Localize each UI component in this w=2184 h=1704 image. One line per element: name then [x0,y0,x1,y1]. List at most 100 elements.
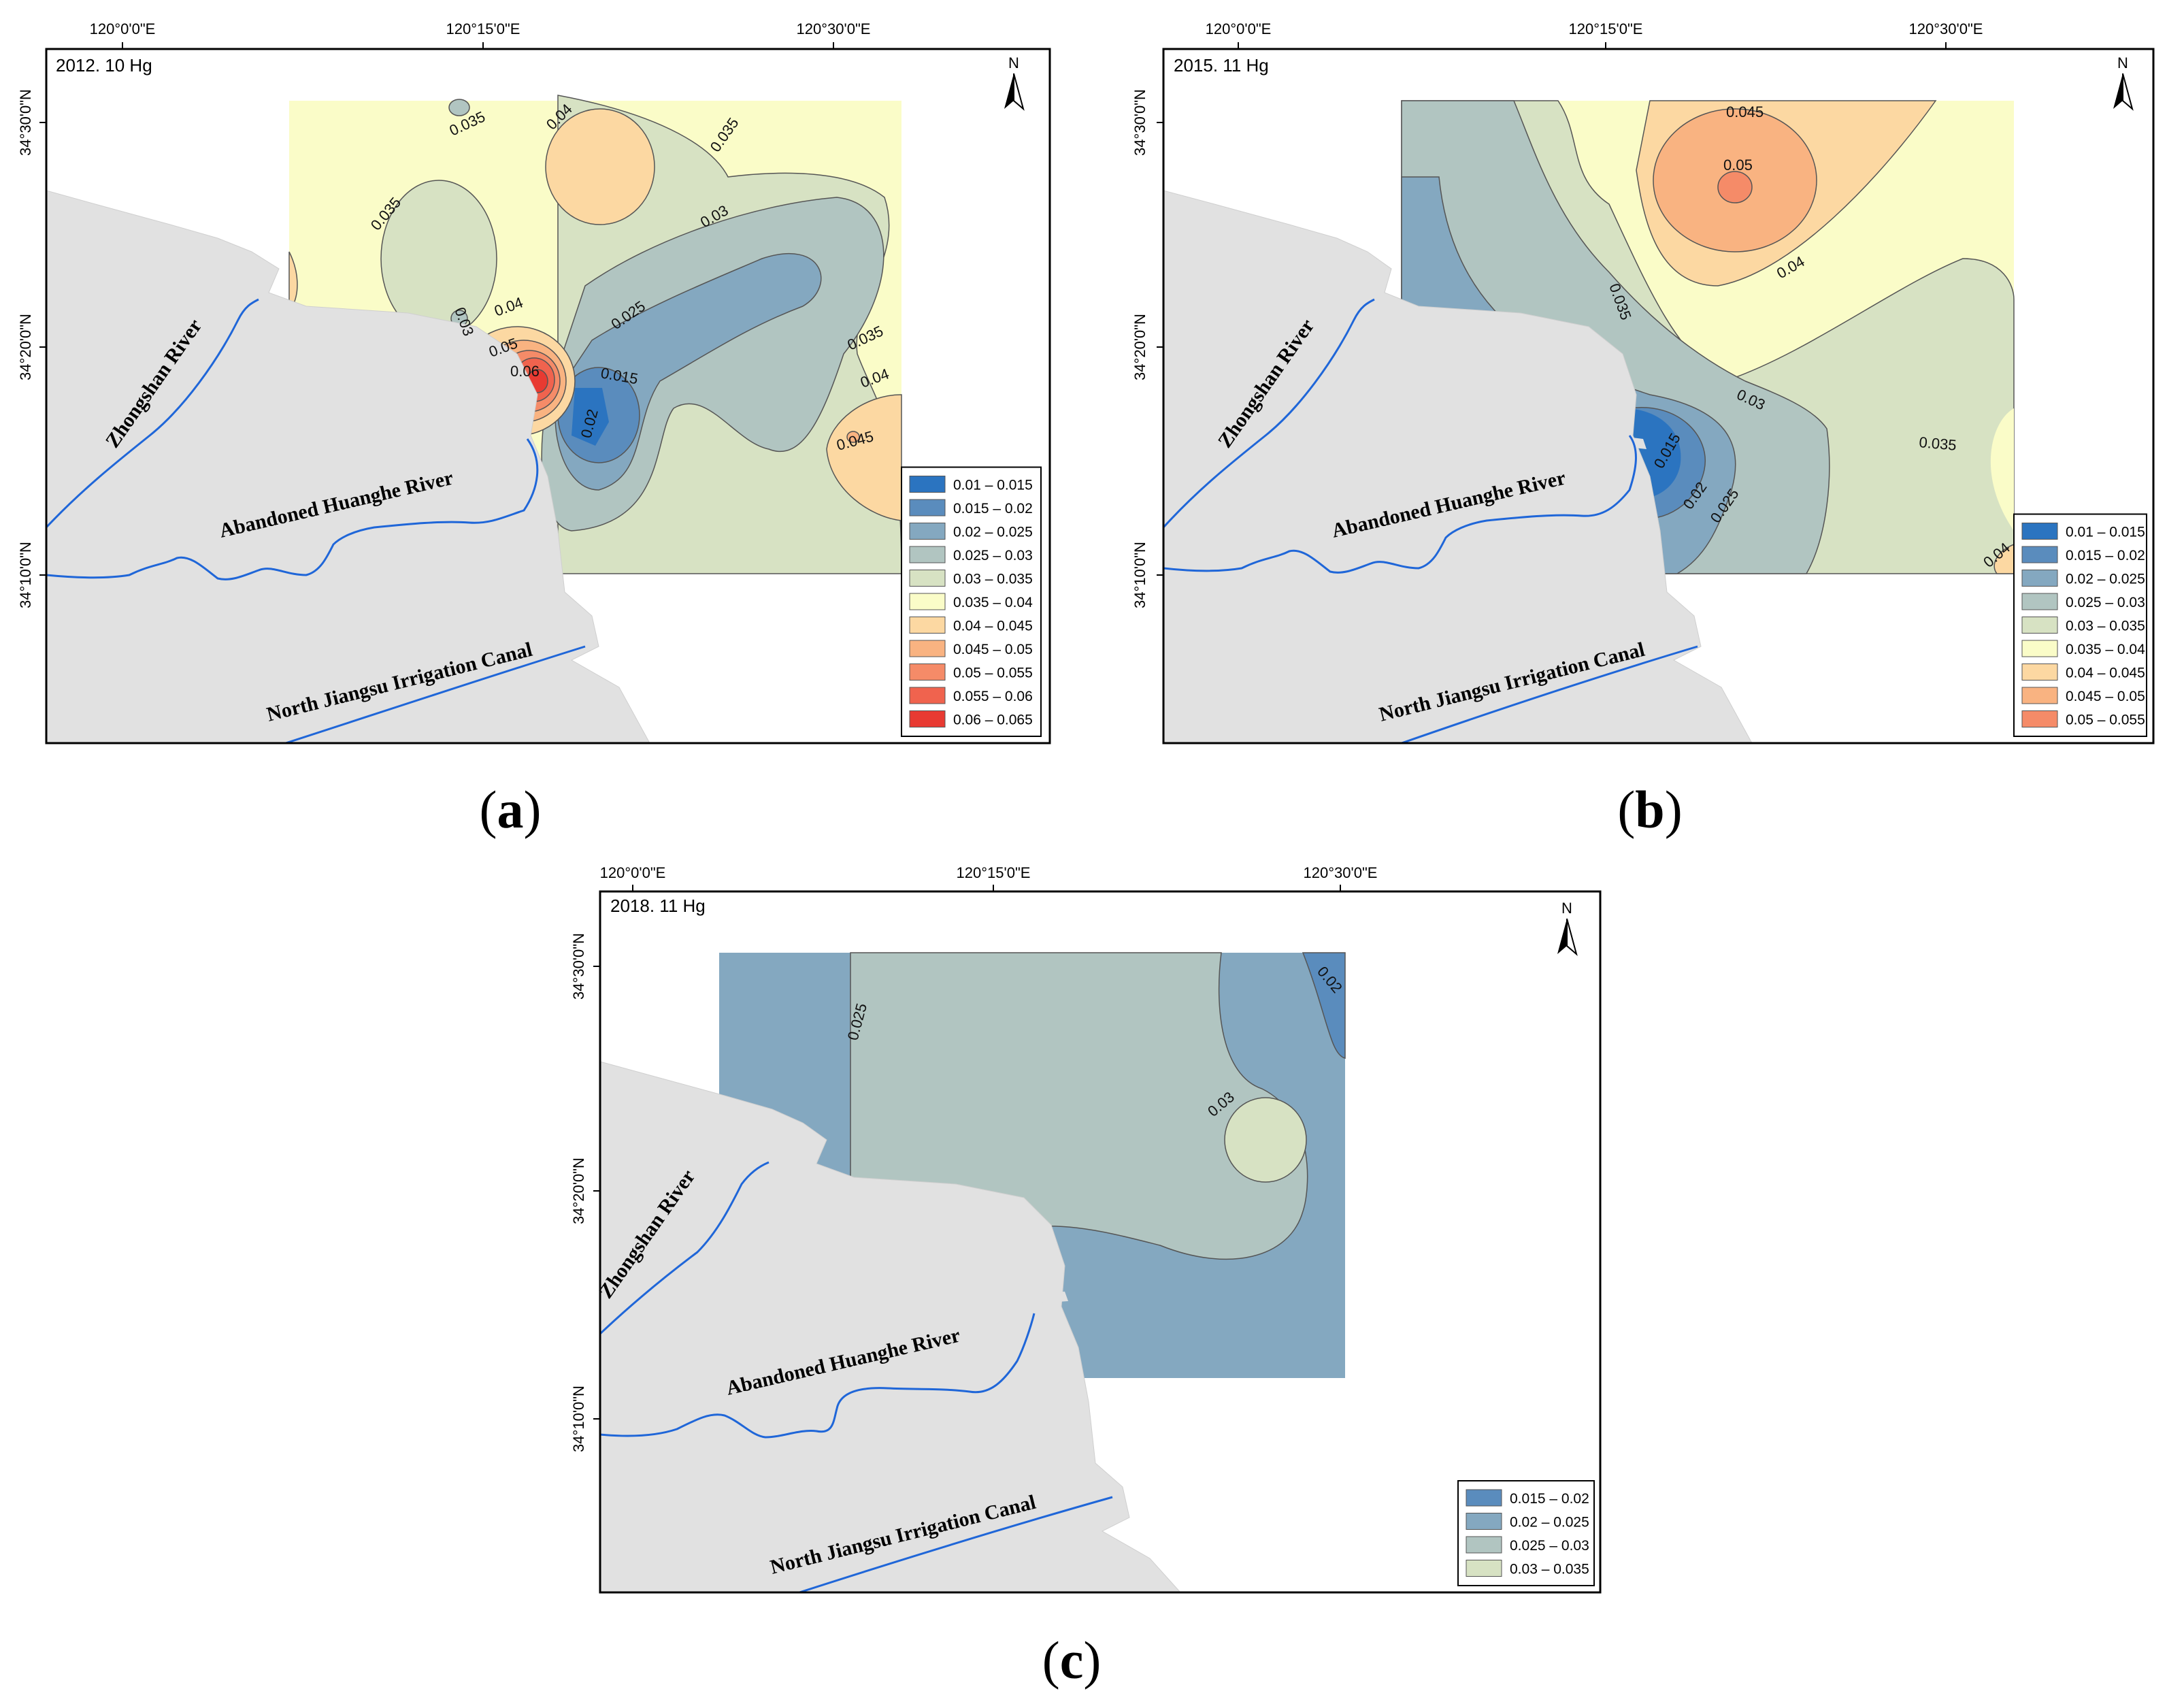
legend-swatch [909,593,946,610]
lat-label-1: 34°30'0"N [17,89,34,156]
legend-label: 0.01 – 0.015 [2066,525,2145,540]
land-b [1163,190,1753,743]
legend-label: 0.045 – 0.05 [953,642,1033,657]
lat-label-3: 34°10'0"N [570,1386,587,1452]
map-b: 120°0'0"E 120°15'0"E 120°30'0"E 34°30'0"… [1131,20,2155,744]
caption-c: (c) [1042,1631,1102,1690]
legend-label: 0.035 – 0.04 [953,595,1033,610]
legend-swatch [909,710,946,727]
legend-swatch [909,663,946,681]
legend-swatch [1466,1560,1502,1577]
legend-label: 0.025 – 0.03 [2066,595,2145,610]
caption-a: (a) [479,780,542,839]
svg-text:0.035: 0.035 [1919,433,1957,454]
legend-label: 0.03 – 0.035 [953,572,1033,587]
north-arrow-icon-a: N [1004,54,1025,111]
caption-b: (b) [1617,780,1683,839]
panel-b: 120°0'0"E 120°15'0"E 120°30'0"E 34°30'0"… [1092,0,2184,839]
legend-swatch [1466,1489,1502,1507]
map-title-c: 2018. 11 Hg [610,896,706,916]
lat-label-1: 34°30'0"N [1131,89,1148,156]
legend-label: 0.04 – 0.045 [2066,666,2145,681]
legend-label: 0.055 – 0.06 [953,689,1033,704]
legend-label: 0.03 – 0.035 [1510,1562,1589,1577]
legend-swatch [2021,663,2058,681]
legend-swatch [2021,593,2058,610]
lon-label-2: 120°15'0"E [957,864,1031,881]
lat-label-2: 34°20'0"N [570,1158,587,1224]
legend-swatch [2021,640,2058,657]
svg-text:0.06: 0.06 [510,363,540,380]
land-c [600,1061,1181,1592]
legend-label: 0.045 – 0.05 [2066,689,2145,704]
legend-label: 0.02 – 0.025 [2066,572,2145,587]
lat-label-2: 34°20'0"N [17,314,34,380]
legend-label: 0.025 – 0.03 [953,548,1033,563]
lon-label-1: 120°0'0"E [1206,20,1272,37]
map-title-b: 2015. 11 Hg [1174,55,1269,76]
lon-label-3: 120°30'0"E [1304,864,1378,881]
svg-text:N: N [1561,900,1572,917]
legend-label: 0.02 – 0.025 [1510,1515,1589,1530]
svg-text:0.05: 0.05 [1723,157,1753,174]
north-arrow-icon-b: N [2113,54,2134,111]
legend-swatch [2021,570,2058,587]
map-frame-b [1162,48,2155,744]
rivers-a [46,298,586,743]
rivers-b [1163,298,1698,743]
legend-label: 0.04 – 0.045 [953,619,1033,634]
legend-label: 0.05 – 0.055 [2066,712,2145,728]
legend-swatch [2021,617,2058,634]
map-title-a: 2012. 10 Hg [56,55,152,76]
legend-swatch [2021,546,2058,563]
legend-label: 0.015 – 0.02 [2066,548,2145,563]
legend-label: 0.01 – 0.015 [953,478,1033,493]
legend-label: 0.06 – 0.065 [953,712,1033,728]
lon-label-3: 120°30'0"E [1909,20,1983,37]
legend-label: 0.03 – 0.035 [2066,619,2145,634]
panel-a: 120°0'0"E 120°15'0"E 120°30'0"E 34°30'0"… [0,0,1092,839]
legend-swatch [909,499,946,517]
legend-label: 0.05 – 0.055 [953,666,1033,681]
svg-text:0.045: 0.045 [1726,103,1764,120]
legend-a: 0.01 – 0.015 0.015 – 0.02 0.02 – 0.025 0.02… [901,466,1042,737]
land-a [46,190,650,743]
legend-swatch [909,617,946,634]
legend-swatch [909,640,946,657]
legend-swatch [1466,1536,1502,1554]
legend-swatch [909,476,946,493]
lat-label-3: 34°10'0"N [17,542,34,608]
legend-label: 0.035 – 0.04 [2066,642,2145,657]
legend-swatch [1466,1513,1502,1530]
legend-swatch [2021,710,2058,727]
lon-label-1: 120°0'0"E [90,20,156,37]
lon-label-1: 120°0'0"E [600,864,666,881]
legend-swatch [2021,687,2058,704]
lon-label-3: 120°30'0"E [797,20,871,37]
panel-c: 120°0'0"E 120°15'0"E 120°30'0"E 34°30'0"… [548,851,1640,1704]
legend-swatch [909,687,946,704]
legend-swatch [909,546,946,563]
legend-swatch [909,570,946,587]
svg-text:N: N [1008,54,1019,71]
lat-label-2: 34°20'0"N [1131,314,1148,380]
lat-label-3: 34°10'0"N [1131,542,1148,608]
legend-swatch [2021,523,2058,540]
legend-c: 0.015 – 0.02 0.02 – 0.025 0.025 – 0.03 0.03… [1457,1480,1595,1586]
legend-label: 0.015 – 0.02 [953,501,1033,517]
lon-label-2: 120°15'0"E [1569,20,1643,37]
map-c: 120°0'0"E 120°15'0"E 120°30'0"E 34°30'0"… [570,864,1602,1594]
legend-label: 0.02 – 0.025 [953,525,1033,540]
map-frame-a [45,48,1051,744]
svg-text:N: N [2117,54,2128,71]
legend-label: 0.025 – 0.03 [1510,1538,1589,1554]
legend-label: 0.015 – 0.02 [1510,1491,1589,1507]
lon-label-2: 120°15'0"E [446,20,520,37]
map-a: 120°0'0"E 120°15'0"E 120°30'0"E 34°30'0"… [17,20,1051,744]
map-frame-c [599,890,1602,1594]
legend-b: 0.01 – 0.015 0.015 – 0.02 0.02 – 0.025 0.02… [2013,513,2147,737]
north-arrow-icon-c: N [1557,900,1578,956]
legend-swatch [909,523,946,540]
rivers-c [600,1161,1113,1592]
lat-label-1: 34°30'0"N [570,933,587,1000]
